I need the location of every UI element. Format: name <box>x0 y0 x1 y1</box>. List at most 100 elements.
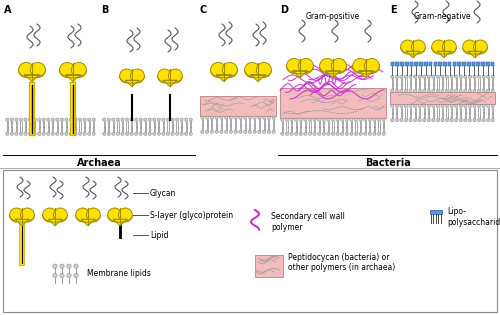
Circle shape <box>395 75 398 78</box>
Circle shape <box>286 59 302 73</box>
Circle shape <box>224 116 228 119</box>
Circle shape <box>130 118 133 121</box>
Circle shape <box>422 89 426 92</box>
Circle shape <box>88 132 91 135</box>
Circle shape <box>10 118 14 121</box>
Circle shape <box>258 116 261 119</box>
Circle shape <box>42 132 45 135</box>
Circle shape <box>65 118 68 121</box>
Circle shape <box>350 132 353 135</box>
Text: Lipo-
polysaccharide: Lipo- polysaccharide <box>447 207 500 227</box>
Circle shape <box>70 118 72 121</box>
Text: Lipid: Lipid <box>150 231 169 239</box>
Circle shape <box>464 104 467 108</box>
Circle shape <box>144 132 147 135</box>
Circle shape <box>441 89 444 92</box>
Bar <box>443 62 446 66</box>
Circle shape <box>53 273 57 278</box>
Bar <box>462 62 466 66</box>
Circle shape <box>268 130 270 133</box>
Polygon shape <box>327 60 339 72</box>
Circle shape <box>92 118 96 121</box>
Text: C: C <box>199 5 206 15</box>
Circle shape <box>230 130 232 133</box>
Circle shape <box>404 104 407 108</box>
Text: S-layer (glyco)protein: S-layer (glyco)protein <box>150 210 233 220</box>
Text: E: E <box>390 5 396 15</box>
Circle shape <box>158 132 160 135</box>
Circle shape <box>390 75 394 78</box>
Circle shape <box>239 116 242 119</box>
Circle shape <box>359 118 362 121</box>
Circle shape <box>478 119 480 122</box>
Circle shape <box>224 130 228 133</box>
Circle shape <box>215 116 218 119</box>
Circle shape <box>38 132 40 135</box>
Bar <box>410 62 414 66</box>
Circle shape <box>256 62 272 77</box>
Circle shape <box>239 130 242 133</box>
Circle shape <box>130 69 144 83</box>
Circle shape <box>390 89 394 92</box>
Circle shape <box>486 89 490 92</box>
Circle shape <box>60 273 64 278</box>
Circle shape <box>230 116 232 119</box>
Circle shape <box>121 132 124 135</box>
Circle shape <box>126 132 128 135</box>
Circle shape <box>286 132 288 135</box>
Circle shape <box>121 118 124 121</box>
Circle shape <box>345 132 348 135</box>
Circle shape <box>54 208 68 222</box>
Circle shape <box>486 75 490 78</box>
Circle shape <box>400 89 403 92</box>
Circle shape <box>210 62 226 77</box>
Bar <box>430 210 442 214</box>
Circle shape <box>459 89 462 92</box>
Circle shape <box>112 132 115 135</box>
Circle shape <box>46 118 50 121</box>
Circle shape <box>482 89 485 92</box>
Circle shape <box>33 118 36 121</box>
Circle shape <box>442 40 456 54</box>
Polygon shape <box>292 71 308 78</box>
Polygon shape <box>294 60 306 72</box>
Circle shape <box>67 264 71 268</box>
Circle shape <box>134 132 138 135</box>
Circle shape <box>414 119 416 122</box>
Circle shape <box>332 132 334 135</box>
Circle shape <box>450 75 453 78</box>
Circle shape <box>74 118 77 121</box>
Circle shape <box>454 89 458 92</box>
Circle shape <box>473 75 476 78</box>
Circle shape <box>258 130 261 133</box>
Polygon shape <box>438 41 450 53</box>
Circle shape <box>107 132 110 135</box>
Circle shape <box>318 118 321 121</box>
Circle shape <box>473 119 476 122</box>
Circle shape <box>432 89 435 92</box>
Circle shape <box>20 118 22 121</box>
Circle shape <box>299 118 302 121</box>
Circle shape <box>76 208 90 222</box>
Circle shape <box>158 118 160 121</box>
Circle shape <box>432 40 446 54</box>
Circle shape <box>148 132 152 135</box>
Circle shape <box>404 89 407 92</box>
Circle shape <box>299 132 302 135</box>
Circle shape <box>30 62 46 77</box>
Circle shape <box>46 132 50 135</box>
Circle shape <box>418 89 422 92</box>
Circle shape <box>354 118 358 121</box>
Polygon shape <box>250 75 266 82</box>
Polygon shape <box>252 64 264 77</box>
Circle shape <box>368 132 372 135</box>
Circle shape <box>427 89 430 92</box>
Circle shape <box>468 119 471 122</box>
Circle shape <box>378 118 380 121</box>
Circle shape <box>18 62 34 77</box>
Polygon shape <box>81 219 95 226</box>
Polygon shape <box>216 75 232 82</box>
Polygon shape <box>360 60 372 72</box>
Circle shape <box>395 104 398 108</box>
Circle shape <box>60 118 64 121</box>
